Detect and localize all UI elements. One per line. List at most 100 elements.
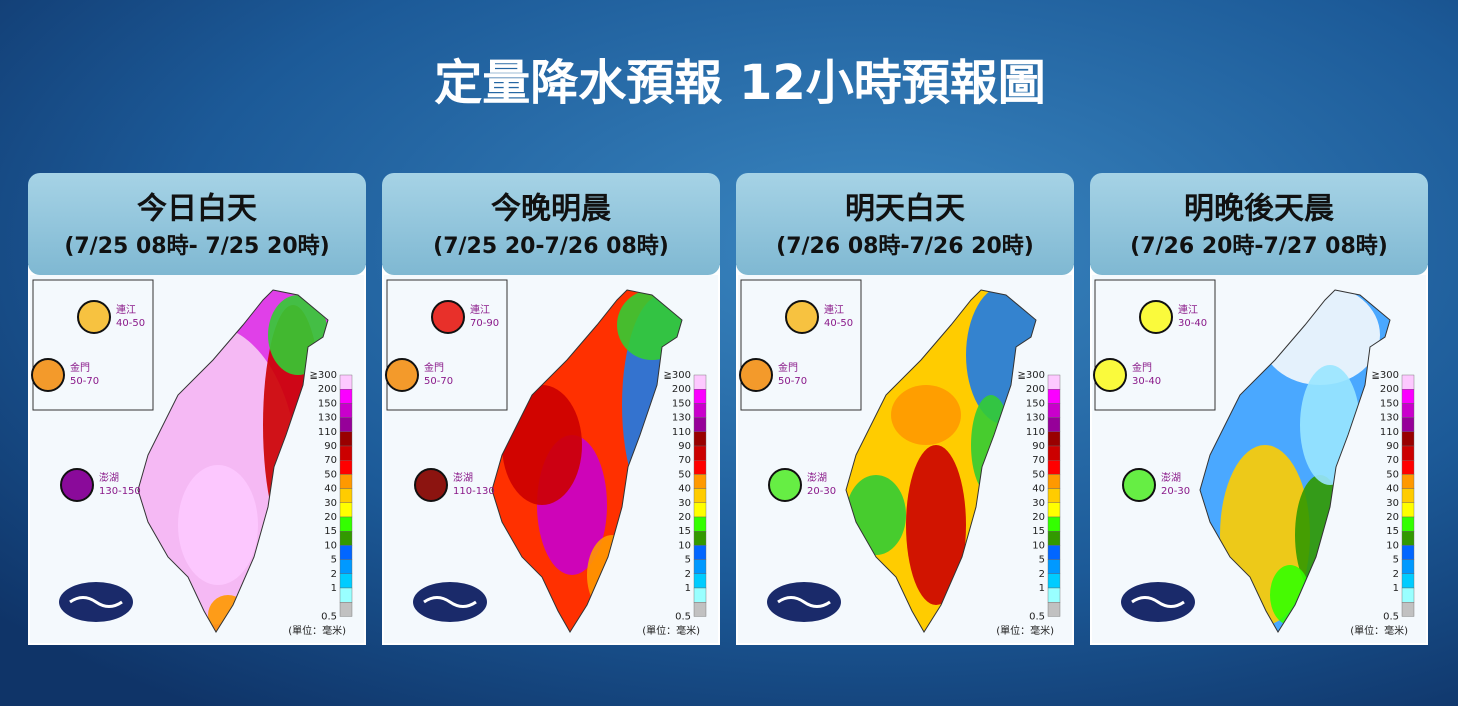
legend-label: 70 — [678, 455, 691, 466]
taiwan-outline — [137, 289, 329, 633]
legend-swatch — [339, 388, 353, 404]
legend-label: 20 — [678, 512, 691, 523]
legend-swatch — [339, 559, 353, 575]
island-range: 50-70 — [424, 376, 453, 387]
unit-label: (單位：毫米) — [996, 624, 1054, 637]
legend-label: 90 — [324, 441, 337, 452]
legend-swatch — [693, 545, 707, 560]
legend-label: 1 — [685, 583, 691, 594]
legend-swatch — [693, 516, 707, 532]
legend-swatch — [693, 531, 707, 546]
inset-box — [32, 279, 154, 411]
legend-swatch — [693, 431, 707, 447]
inset-box — [740, 279, 862, 411]
island-range: 110-130 — [453, 486, 495, 497]
legend-swatch — [1047, 502, 1061, 518]
legend-swatch — [693, 559, 707, 575]
legend-swatch — [1401, 573, 1415, 589]
legend-swatch — [339, 545, 353, 560]
island-range: 130-150 — [99, 486, 141, 497]
legend-label: 5 — [1393, 555, 1399, 566]
island-marker — [1122, 468, 1156, 502]
island-marker — [60, 468, 94, 502]
legend-label: 1 — [1039, 583, 1045, 594]
legend-label: 130 — [1026, 413, 1045, 424]
legend-swatch — [1047, 417, 1061, 433]
legend-label: 110 — [1380, 427, 1399, 438]
forecast-panel: 今晚明晨(7/25 20-7/26 08時)連江70-90金門50-70澎湖11… — [382, 173, 720, 645]
island-name: 金門 — [70, 361, 90, 374]
legend-swatch — [1401, 445, 1415, 461]
island-name: 金門 — [1132, 361, 1152, 374]
legend-swatch — [1401, 388, 1415, 404]
legend-label: 2 — [331, 569, 337, 580]
legend-label: 40 — [678, 484, 691, 495]
rain-area — [906, 445, 966, 605]
logo-swirl — [1131, 596, 1185, 608]
island-name: 連江 — [470, 303, 490, 316]
island-range: 40-50 — [824, 318, 853, 329]
rain-area — [178, 465, 258, 585]
legend-label: ≧300 — [1018, 370, 1045, 381]
legend-label: 1 — [331, 583, 337, 594]
legend-swatch — [1047, 374, 1061, 390]
island-marker — [77, 300, 111, 334]
logo-swirl — [777, 596, 831, 608]
legend-swatch — [693, 374, 707, 390]
legend-label: 150 — [1026, 398, 1045, 409]
island-marker — [1139, 300, 1173, 334]
island-marker — [414, 468, 448, 502]
unit-label: (單位：毫米) — [642, 624, 700, 637]
island-name: 連江 — [116, 303, 136, 316]
island-name: 金門 — [424, 361, 444, 374]
island-marker — [739, 358, 773, 392]
legend-label: 110 — [672, 427, 691, 438]
legend-label: 40 — [324, 484, 337, 495]
island-name: 澎湖 — [1161, 472, 1181, 484]
legend-label: 10 — [1032, 540, 1045, 551]
legend-swatch — [693, 488, 707, 504]
logo-swirl — [423, 596, 477, 608]
panel-period: (7/25 08時- 7/25 20時) — [64, 234, 329, 259]
inset-box — [1094, 279, 1216, 411]
legend-label: 0.5 — [675, 611, 691, 622]
legend-label: 200 — [672, 384, 691, 395]
legend-label: 15 — [324, 526, 337, 537]
legend-swatch — [1401, 374, 1415, 390]
legend-label: 2 — [1393, 569, 1399, 580]
legend-label: 70 — [1032, 455, 1045, 466]
panel-title: 明天白天 — [845, 192, 965, 227]
island-marker — [31, 358, 65, 392]
island-marker — [1093, 358, 1127, 392]
legend-label: 90 — [1032, 441, 1045, 452]
taiwan-outline — [845, 289, 1037, 633]
legend-label: 1 — [1393, 583, 1399, 594]
island-range: 50-70 — [778, 376, 807, 387]
rain-area — [891, 385, 961, 445]
legend-label: 150 — [672, 398, 691, 409]
island-marker — [785, 300, 819, 334]
island-marker — [385, 358, 419, 392]
island-name: 連江 — [1178, 303, 1198, 316]
legend-label: 15 — [678, 526, 691, 537]
legend-swatch — [339, 602, 353, 617]
legend-label: 110 — [1026, 427, 1045, 438]
header-box — [382, 173, 720, 275]
legend-label: 70 — [324, 455, 337, 466]
panel-title: 今日白天 — [137, 192, 257, 227]
island-name: 連江 — [824, 303, 844, 316]
forecast-panel: 明天白天 (7/26 08時-7/26 20時) 連江 40-50 金門 50-70 澎湖 2… — [736, 173, 1074, 645]
legend-label: 30 — [324, 498, 337, 509]
legend-swatch — [693, 403, 707, 418]
legend-swatch — [1401, 545, 1415, 560]
island-name: 澎湖 — [453, 472, 473, 484]
inset-box — [386, 279, 508, 411]
legend-label: 30 — [678, 498, 691, 509]
legend-swatch — [339, 502, 353, 518]
legend-label: 70 — [1386, 455, 1399, 466]
legend-label: 130 — [318, 413, 337, 424]
legend-swatch — [339, 587, 353, 603]
header-box — [1090, 173, 1428, 275]
legend-swatch — [693, 417, 707, 433]
